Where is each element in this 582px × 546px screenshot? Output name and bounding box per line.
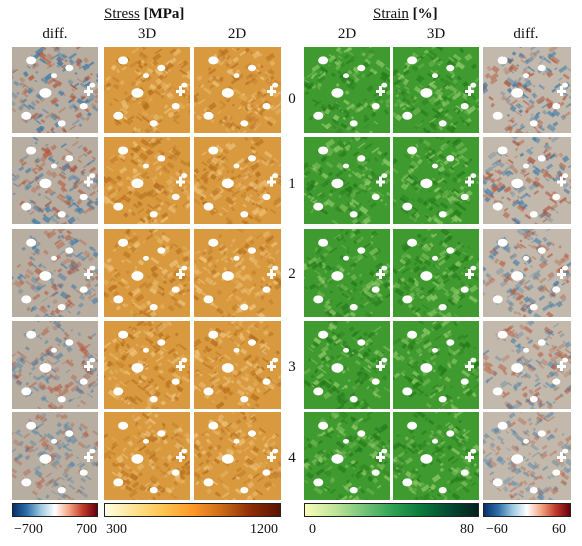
row-label-3: 3 — [288, 359, 296, 375]
field-panel-strain-row-4 — [304, 412, 390, 500]
field-panel-stress-row-1 — [104, 137, 190, 224]
field-panel-stress-row-2 — [194, 229, 281, 317]
column-label-stress-diff: diff. — [42, 26, 68, 42]
field-panel-strain-row-2 — [304, 229, 390, 317]
field-panel-stress-diff-row-3 — [12, 321, 98, 409]
stress-title: Stress [MPa] — [104, 6, 184, 22]
field-panel-stress-diff-row-1 — [12, 137, 98, 224]
column-label-strain-3d: 3D — [426, 26, 446, 42]
field-panel-strain-diff-row-4 — [483, 412, 571, 500]
field-panel-strain-row-0 — [393, 47, 479, 133]
field-panel-strain-row-1 — [393, 137, 479, 224]
field-panel-strain-diff-row-3 — [483, 321, 571, 409]
column-label-stress-3d: 3D — [137, 26, 157, 42]
field-panel-strain-row-4 — [393, 412, 479, 500]
stress-diff-colorbar — [12, 503, 98, 517]
strain-colorbar-max: 80 — [460, 522, 474, 537]
stress-diff-colorbar-max: 700 — [76, 522, 97, 537]
column-label-strain-2d: 2D — [337, 26, 357, 42]
field-panel-stress-row-1 — [194, 137, 281, 224]
stress-colorbar-min: 300 — [106, 522, 127, 537]
column-label-stress-2d: 2D — [227, 26, 247, 42]
field-panel-strain-diff-row-0 — [483, 47, 571, 133]
field-panel-strain-row-3 — [304, 321, 390, 409]
field-panel-strain-diff-row-2 — [483, 229, 571, 317]
stress-diff-colorbar-min: −700 — [14, 522, 43, 537]
row-label-1: 1 — [288, 176, 296, 192]
field-panel-stress-row-2 — [104, 229, 190, 317]
field-panel-stress-row-4 — [194, 412, 281, 500]
strain-colorbar-min: 0 — [309, 522, 316, 537]
strain-diff-colorbar-min: −60 — [486, 522, 508, 537]
field-panel-stress-row-4 — [104, 412, 190, 500]
column-label-strain-diff: diff. — [513, 26, 539, 42]
field-panel-stress-row-0 — [194, 47, 281, 133]
stress-title-word: Stress — [104, 6, 140, 22]
field-panel-strain-row-2 — [393, 229, 479, 317]
field-panel-strain-diff-row-1 — [483, 137, 571, 224]
strain-diff-colorbar — [483, 503, 571, 517]
row-label-0: 0 — [288, 91, 296, 107]
stress-colorbar — [104, 503, 281, 517]
row-label-2: 2 — [288, 266, 296, 282]
field-panel-strain-row-3 — [393, 321, 479, 409]
strain-title-word: Strain — [373, 6, 409, 22]
field-panel-stress-diff-row-2 — [12, 229, 98, 317]
field-panel-stress-diff-row-0 — [12, 47, 98, 133]
field-panel-strain-row-1 — [304, 137, 390, 224]
stress-title-unit: [MPa] — [143, 6, 185, 22]
field-panel-stress-row-3 — [194, 321, 281, 409]
field-panel-stress-row-0 — [104, 47, 190, 133]
field-panel-stress-row-3 — [104, 321, 190, 409]
field-panel-stress-diff-row-4 — [12, 412, 98, 500]
strain-diff-colorbar-max: 60 — [552, 522, 566, 537]
strain-colorbar — [304, 503, 479, 517]
field-panel-strain-row-0 — [304, 47, 390, 133]
strain-title: Strain [%] — [373, 6, 438, 22]
stress-colorbar-max: 1200 — [250, 522, 278, 537]
row-label-4: 4 — [288, 450, 296, 466]
strain-title-unit: [%] — [412, 6, 438, 22]
